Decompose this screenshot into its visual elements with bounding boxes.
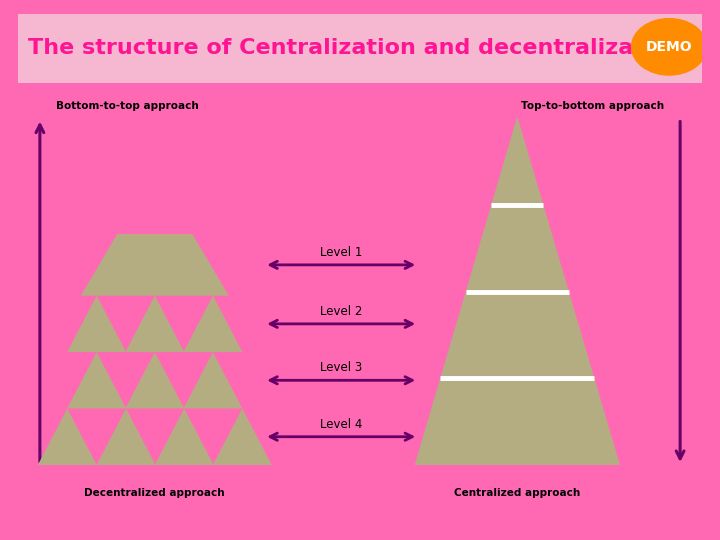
- Text: Level 3: Level 3: [320, 361, 362, 374]
- Polygon shape: [38, 408, 96, 465]
- Polygon shape: [67, 295, 126, 352]
- Polygon shape: [67, 352, 126, 408]
- Text: DEMO: DEMO: [646, 40, 693, 54]
- Text: Level 2: Level 2: [320, 305, 362, 318]
- Text: The structure of Centralization and decentralization: The structure of Centralization and dece…: [28, 38, 683, 58]
- Text: Bottom-to-top approach: Bottom-to-top approach: [55, 101, 199, 111]
- Polygon shape: [184, 295, 243, 352]
- Text: Level 4: Level 4: [320, 417, 362, 430]
- Circle shape: [631, 18, 707, 75]
- FancyBboxPatch shape: [18, 14, 702, 83]
- Text: Decentralized approach: Decentralized approach: [84, 488, 225, 498]
- Text: Top-to-bottom approach: Top-to-bottom approach: [521, 101, 665, 111]
- Text: Centralized approach: Centralized approach: [454, 488, 580, 498]
- Text: Level 1: Level 1: [320, 246, 362, 259]
- Polygon shape: [415, 119, 620, 465]
- Polygon shape: [155, 408, 214, 465]
- Polygon shape: [125, 352, 184, 408]
- Polygon shape: [184, 352, 243, 408]
- Polygon shape: [96, 408, 156, 465]
- Polygon shape: [213, 408, 271, 465]
- Polygon shape: [81, 234, 229, 295]
- Polygon shape: [125, 295, 184, 352]
